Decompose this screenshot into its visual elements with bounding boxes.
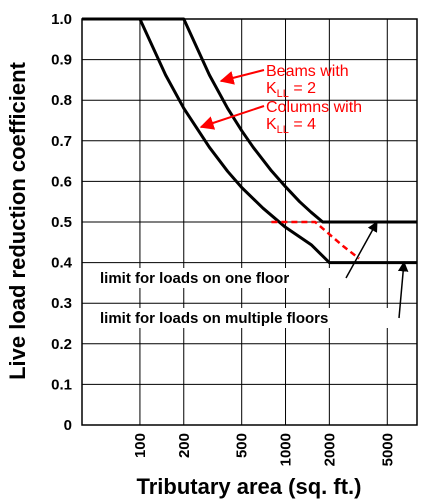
- y-axis-title: Live load reduction coefficient: [5, 61, 30, 380]
- annotation-limit-one-arrow: [345, 221, 378, 279]
- y-tick-label: 0.8: [51, 92, 72, 109]
- annotation-limit-multi-arrow: [397, 260, 409, 319]
- series-line-2: [82, 17, 417, 265]
- annotation-columns-arrow: [199, 105, 265, 130]
- y-tick-label: 0.2: [51, 336, 72, 353]
- y-tick-label: 0.9: [51, 52, 72, 69]
- y-tick-label: 0.3: [51, 295, 72, 312]
- x-tick-label: 200: [176, 433, 193, 458]
- y-tick-label: 0.7: [51, 133, 72, 150]
- x-tick-label: 5000: [379, 433, 396, 466]
- annotation-columns-line2: KLL = 4: [266, 116, 316, 136]
- annotation-limit-one: limit for loads on one floor: [96, 221, 378, 288]
- x-tick-label: 500: [234, 433, 251, 458]
- annotation-limit-multi-bg: [96, 308, 397, 328]
- annotation-beams-arrow: [219, 69, 265, 85]
- annotation-columns: Columns with KLL = 4: [199, 99, 362, 136]
- annotation-beams-line1: Beams with: [266, 63, 349, 80]
- y-tick-label: 0.6: [51, 173, 72, 190]
- annotation-limit-one-bg: [96, 268, 344, 288]
- annotation-limit-multi-text: limit for loads on multiple floors: [100, 310, 328, 327]
- plot-frame: [81, 18, 418, 426]
- annotation-limit-multi: limit for loads on multiple floors: [96, 260, 409, 328]
- x-tick-label: 100: [132, 433, 149, 458]
- tick-labels: 0 0.1 0.2 0.3 0.4 0.5 0.6 0.7 0.8 0.9 1.0 100 200 500…: [51, 11, 396, 466]
- annotation-beams-line2: KLL = 2: [266, 80, 316, 100]
- annotation-columns-line1: Columns with: [266, 99, 362, 116]
- y-tick-label: 0: [64, 417, 72, 434]
- annotation-beams: Beams with KLL = 2: [219, 63, 349, 100]
- y-tick-label: 0.4: [51, 255, 73, 272]
- annotation-limit-one-text: limit for loads on one floor: [100, 270, 289, 287]
- y-tick-label: 0.5: [51, 214, 72, 231]
- y-tick-label: 1.0: [51, 11, 72, 28]
- series-line-1: [82, 17, 417, 224]
- y-tick-label: 0.1: [51, 376, 72, 393]
- data-series: [82, 17, 417, 265]
- series-line-dashed: [271, 220, 360, 260]
- x-tick-label: 2000: [321, 433, 338, 466]
- x-axis-title: Tributary area (sq. ft.): [137, 474, 362, 499]
- x-tick-label: 1000: [278, 433, 295, 466]
